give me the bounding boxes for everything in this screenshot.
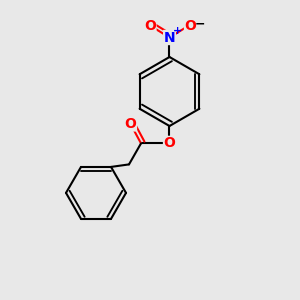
Text: +: +: [172, 26, 182, 37]
Text: N: N: [164, 31, 175, 44]
Text: O: O: [144, 19, 156, 32]
Text: −: −: [195, 17, 206, 31]
Text: O: O: [184, 19, 196, 32]
Text: O: O: [164, 136, 175, 150]
Text: O: O: [124, 117, 136, 131]
